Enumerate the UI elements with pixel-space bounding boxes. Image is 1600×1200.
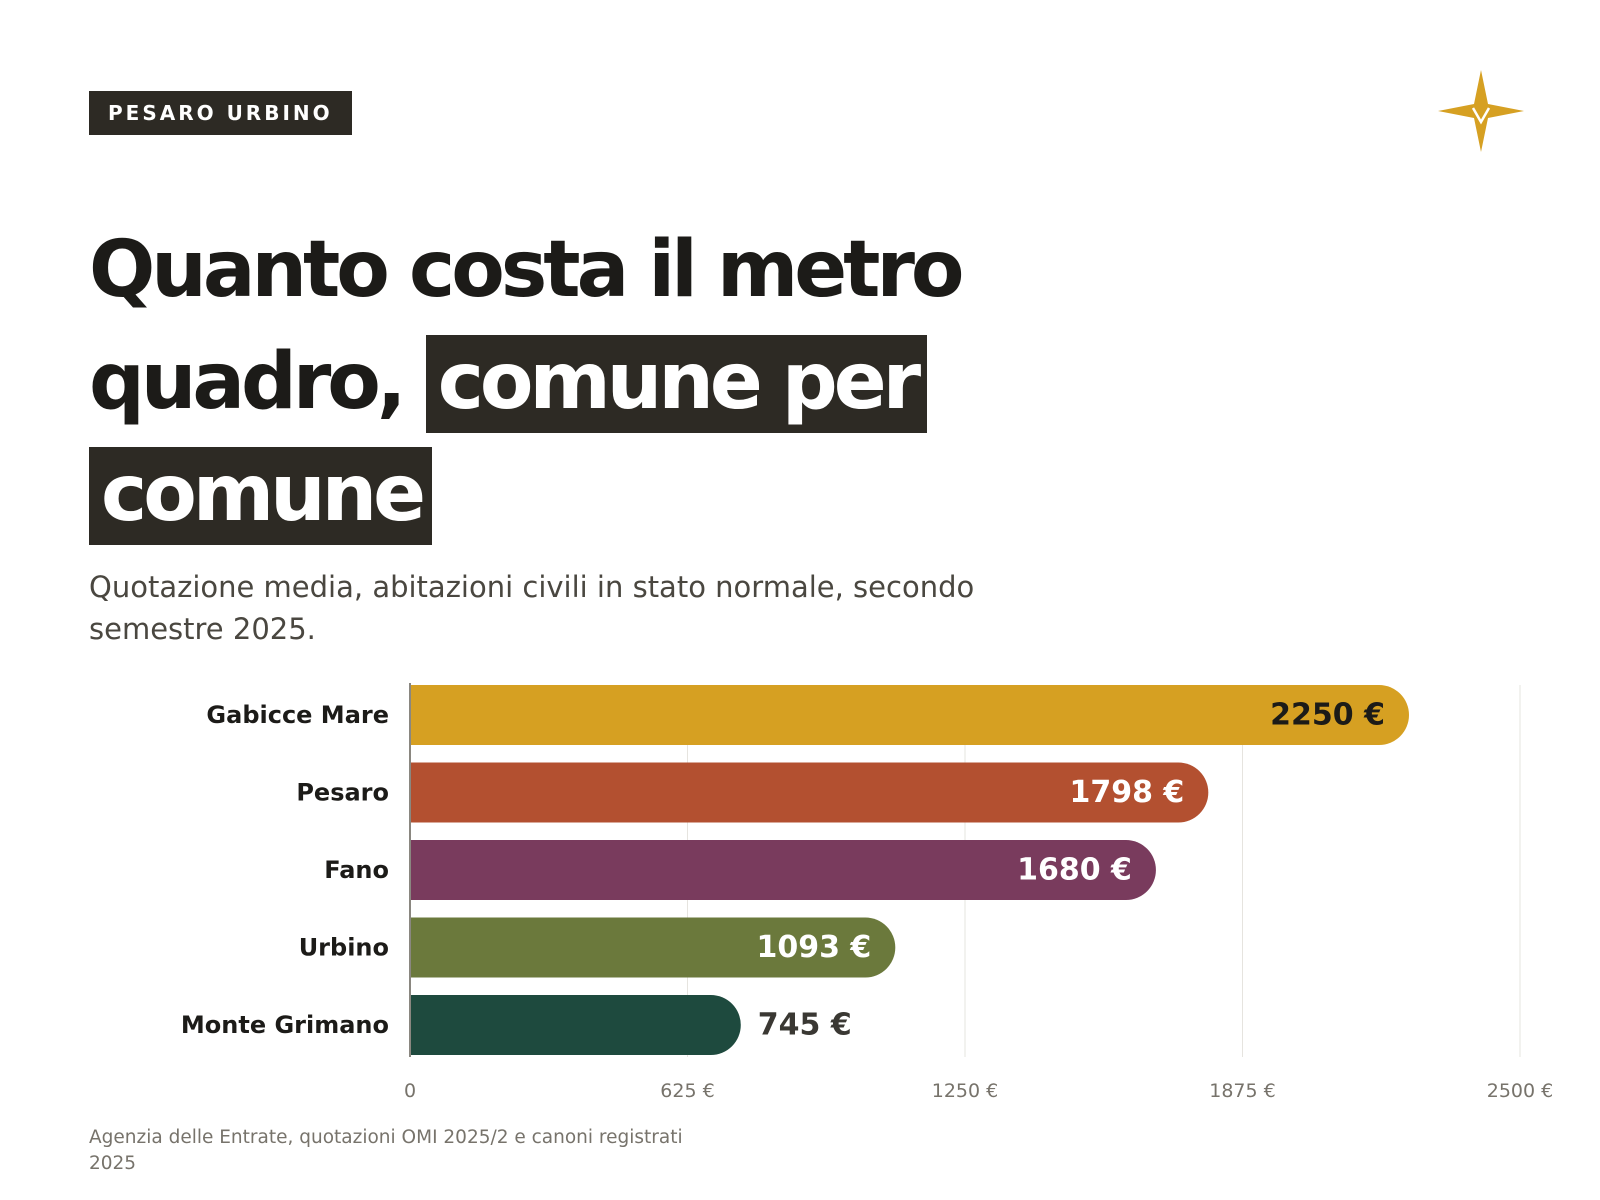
bar-base: [410, 685, 440, 745]
value-label: 1680 €: [1017, 853, 1132, 888]
x-tick-label: 0: [404, 1080, 416, 1102]
bar: [410, 840, 1156, 900]
x-tick-label: 2500 €: [1487, 1080, 1553, 1102]
x-tick-label: 625 €: [660, 1080, 714, 1102]
bar-base: [410, 917, 440, 978]
value-label: 1093 €: [756, 930, 871, 965]
bar: [410, 762, 1209, 823]
category-label: Monte Grimano: [181, 1011, 389, 1039]
region-tag: PESARO URBINO: [89, 91, 352, 135]
bar: [410, 917, 896, 978]
bar-base: [410, 840, 440, 900]
page-title: Quanto costa il metro quadro, comune per…: [89, 214, 989, 550]
value-label: 1798 €: [1069, 775, 1184, 810]
category-label: Fano: [324, 856, 389, 884]
value-label: 745 €: [758, 1008, 852, 1043]
value-label: 2250 €: [1270, 698, 1385, 733]
bar-base: [410, 762, 440, 823]
category-label: Urbino: [299, 934, 389, 962]
source-note: Agenzia delle Entrate, quotazioni OMI 20…: [89, 1127, 683, 1174]
x-tick-label: 1875 €: [1209, 1080, 1275, 1102]
bar: [410, 995, 741, 1055]
title-main: Quanto costa il metro quadro,: [89, 225, 964, 427]
category-label: Pesaro: [296, 779, 389, 807]
subtitle: Quotazione media, abitazioni civili in s…: [89, 570, 975, 646]
star-compass-icon: [1438, 70, 1524, 152]
category-label: Gabicce Mare: [206, 701, 389, 729]
bar-base: [410, 995, 440, 1055]
x-tick-label: 1250 €: [932, 1080, 998, 1102]
bar: [410, 685, 1409, 745]
